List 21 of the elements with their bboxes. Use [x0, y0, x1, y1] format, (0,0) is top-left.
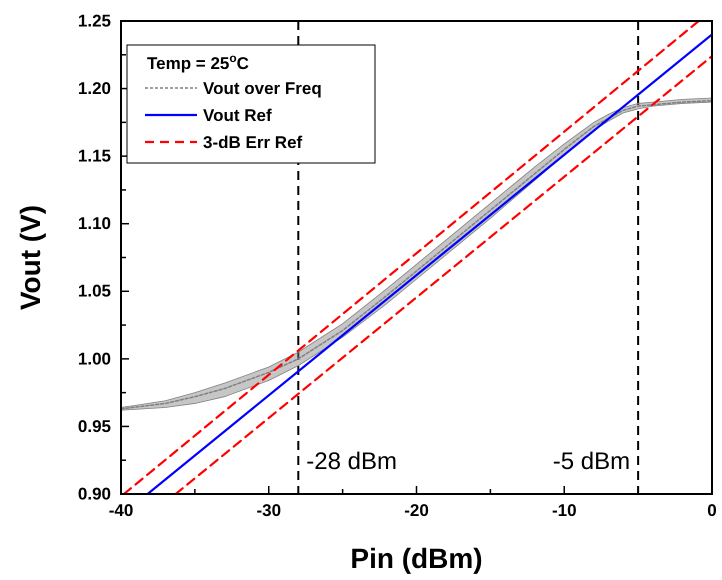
y-tick-label: 1.00: [78, 349, 111, 368]
legend-title: Temp = 25$^{o}$C: [147, 51, 249, 73]
x-tick-label: -20: [404, 501, 429, 520]
y-tick-label: 1.20: [78, 79, 111, 98]
x-tick-label: -30: [256, 501, 282, 520]
x-tick-label: -10: [552, 501, 577, 520]
y-tick-label: 1.05: [78, 282, 111, 301]
ref-line-label: -5 dBm: [552, 448, 630, 475]
legend-label: Vout over Freq: [203, 79, 322, 98]
x-tick-label: 0: [707, 501, 717, 520]
y-tick-label: 1.10: [78, 214, 111, 234]
x-tick-label: -40: [108, 501, 134, 520]
y-tick-label: 0.90: [78, 484, 111, 504]
x-axis-title: Pin (dBm): [350, 543, 483, 574]
legend-label: 3-dB Err Ref: [203, 133, 303, 152]
ref-line-label: -28 dBm: [306, 448, 398, 475]
y-axis-title: Vout (V): [15, 204, 46, 310]
y-tick-label: 1.15: [78, 146, 111, 166]
y-tick-label: 0.95: [78, 416, 111, 436]
legend-label: Vout Ref: [203, 106, 272, 125]
y-tick-label: 1.25: [78, 11, 111, 30]
